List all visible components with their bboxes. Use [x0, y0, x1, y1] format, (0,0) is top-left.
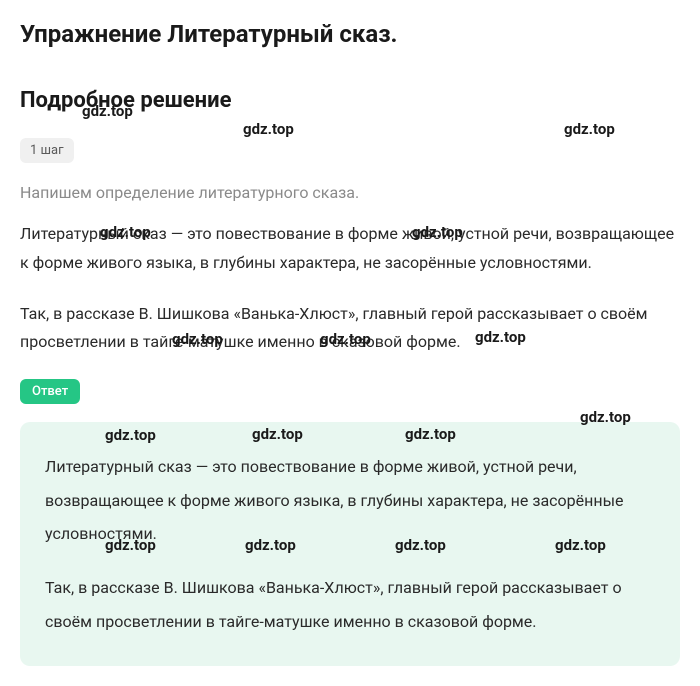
watermark-text: gdz.top: [243, 120, 294, 138]
answer-paragraph-2: Так, в рассказе В. Шишкова «Ванька-Хлюст…: [45, 571, 655, 638]
page-title: Упражнение Литературный сказ.: [20, 20, 680, 48]
body-paragraph-2: Так, в рассказе В. Шишкова «Ванька-Хлюст…: [20, 300, 680, 358]
section-title: Подробное решение: [20, 88, 680, 113]
body-paragraph-1: Литературный сказ — это повествование в …: [20, 220, 680, 278]
answer-box: Литературный сказ — это повествование в …: [20, 422, 680, 666]
answer-paragraph-1: Литературный сказ — это повествование в …: [45, 450, 655, 551]
answer-badge: Ответ: [20, 379, 80, 404]
step-badge: 1 шаг: [20, 138, 74, 163]
watermark-text: gdz.top: [564, 120, 615, 138]
instruction-text: Напишем определение литературного сказа.: [20, 181, 680, 205]
